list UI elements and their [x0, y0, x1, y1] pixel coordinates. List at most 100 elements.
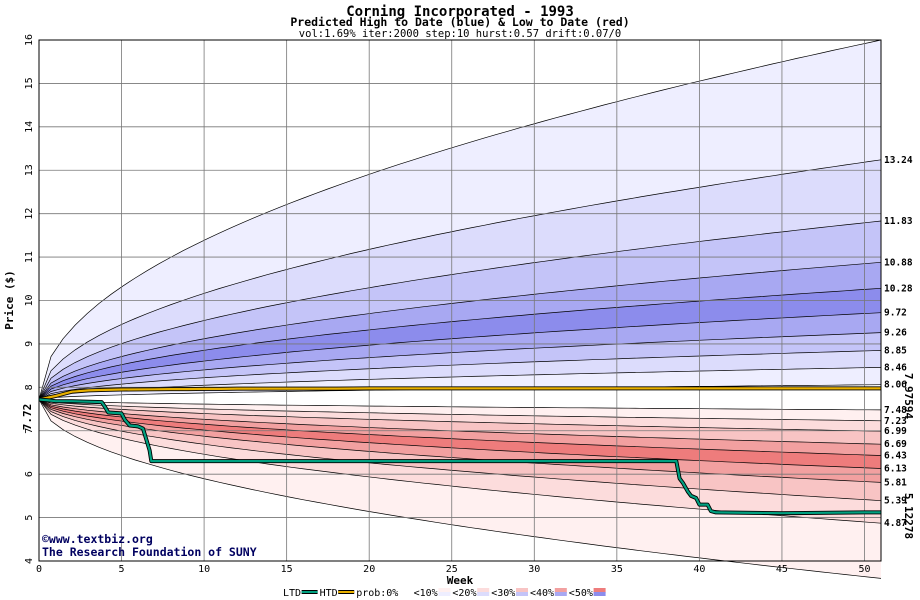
legend: LTD HTD prob:0% <10% <20% <30% <40% <50% [283, 588, 606, 599]
y-tick-label: 8 [24, 384, 35, 390]
y-axis-label: Price ($) [3, 270, 16, 330]
legend-swatch-blue [399, 592, 412, 596]
high-boundary-4 [38, 287, 882, 400]
x-tick-label: 30 [528, 564, 540, 575]
band-end-label: 9.26 [884, 328, 907, 339]
high-band-6 [39, 312, 881, 400]
credit-organization: The Research Foundation of SUNY [42, 545, 257, 559]
legend-label: <40% [530, 588, 554, 599]
low-boundary-9 [38, 399, 882, 579]
x-axis-label: Week [447, 574, 474, 587]
ltd-end-label: 5.12278 [902, 493, 915, 539]
high-band-4 [39, 262, 881, 400]
band-end-label: 13.24 [884, 155, 913, 166]
ltd-series-line [38, 398, 881, 515]
band-end-label: 8.85 [884, 345, 907, 356]
band-end-label: 5.39 [884, 496, 907, 507]
x-tick-label: 10 [198, 564, 210, 575]
legend-swatch-blue [516, 592, 528, 596]
low-band-2 [39, 399, 881, 432]
credit-website: ©www.textbiz.org [42, 532, 153, 546]
legend-label: <30% [491, 588, 515, 599]
low-boundary-1 [38, 399, 882, 422]
band-end-label: 7.48 [884, 405, 907, 416]
y-tick-label: 4 [24, 558, 35, 564]
low-band-8 [39, 399, 881, 524]
band-end-label: 10.88 [884, 257, 913, 268]
x-tick-label: 50 [858, 564, 870, 575]
band-end-label: 11.83 [884, 216, 913, 227]
band-end-label: 8.46 [884, 362, 907, 373]
band-end-label: 10.28 [884, 283, 913, 294]
band-end-label: 6.13 [884, 464, 907, 475]
low-boundary-5 [38, 399, 882, 469]
htd-end-label: 7.97594 [902, 373, 915, 420]
legend-label: prob:0% [356, 588, 398, 599]
x-axis-ticks: 0 5 10 15 20 25 30 35 40 45 50 [36, 564, 871, 575]
y-tick-label: 15 [24, 77, 35, 89]
x-tick-label: 40 [693, 564, 705, 575]
y-tick-label: 11 [24, 251, 35, 263]
y-tick-label: 6 [24, 471, 35, 477]
y-tick-label: 12 [24, 208, 35, 220]
legend-swatch-blue [593, 592, 606, 596]
legend-swatch [438, 588, 451, 593]
low-boundary-0 [38, 399, 882, 411]
htd-series-line [38, 387, 881, 401]
high-band-1 [39, 40, 881, 400]
y-tick-label: 14 [24, 121, 35, 133]
high-boundary-8 [38, 367, 882, 400]
high-boundary-0 [38, 39, 882, 400]
band-end-label: 5.81 [884, 477, 907, 488]
low-boundary-4 [38, 399, 882, 456]
start-price-label: 7.72 [21, 404, 34, 431]
y-axis-ticks: 4 5 6 7 8 9 10 11 12 13 14 15 16 [24, 34, 35, 564]
legend-swatch [554, 588, 567, 593]
legend-label: HTD [320, 588, 338, 599]
low-boundary-7 [38, 399, 882, 502]
x-tick-label: 20 [363, 564, 375, 575]
legend-label: <20% [452, 588, 476, 599]
x-tick-label: 15 [281, 564, 293, 575]
legend-swatch [593, 588, 606, 593]
legend-swatch [516, 588, 528, 593]
high-band-9 [39, 367, 881, 400]
high-band-2 [39, 159, 881, 400]
high-band-5 [39, 288, 881, 400]
y-tick-label: 9 [24, 341, 35, 347]
probability-bands [39, 40, 881, 579]
y-tick-label: 10 [24, 294, 35, 306]
low-band-5 [39, 399, 881, 469]
high-boundary-5 [38, 312, 882, 400]
band-end-label: 8.06 [884, 380, 907, 391]
legend-swatch [399, 588, 412, 593]
band-end-label: 6.69 [884, 439, 907, 450]
low-band-7 [39, 399, 881, 501]
legend-swatch-blue [554, 592, 567, 596]
x-tick-label: 35 [611, 564, 623, 575]
high-boundary-3 [38, 261, 882, 400]
band-end-label: 4.87 [884, 518, 907, 529]
low-band-9 [39, 399, 881, 579]
x-tick-label: 0 [36, 564, 42, 575]
plot-frame [38, 39, 882, 562]
chart-title: Corning Incorporated - 1993 [346, 4, 574, 20]
x-tick-label: 5 [119, 564, 125, 575]
legend-swatch-blue [477, 592, 490, 596]
band-end-labels: 13.24 11.83 10.88 10.28 9.72 9.26 8.85 8.46 8.06… [884, 155, 913, 529]
legend-label: LTD [283, 588, 301, 599]
low-band-3 [39, 399, 881, 445]
high-boundary-1 [38, 159, 882, 400]
y-tick-label: 16 [24, 34, 35, 46]
band-end-label: 7.23 [884, 416, 907, 427]
y-tick-label: 13 [24, 164, 35, 176]
x-tick-label: 25 [446, 564, 458, 575]
low-boundary-2 [38, 399, 882, 432]
chart-subtitle: Predicted High to Date (blue) & Low to D… [290, 15, 629, 29]
low-boundary-6 [38, 399, 882, 483]
y-tick-label: 7 [24, 428, 35, 434]
data-series [38, 386, 881, 516]
high-boundary-7 [38, 350, 882, 400]
legend-label: <50% [569, 588, 593, 599]
